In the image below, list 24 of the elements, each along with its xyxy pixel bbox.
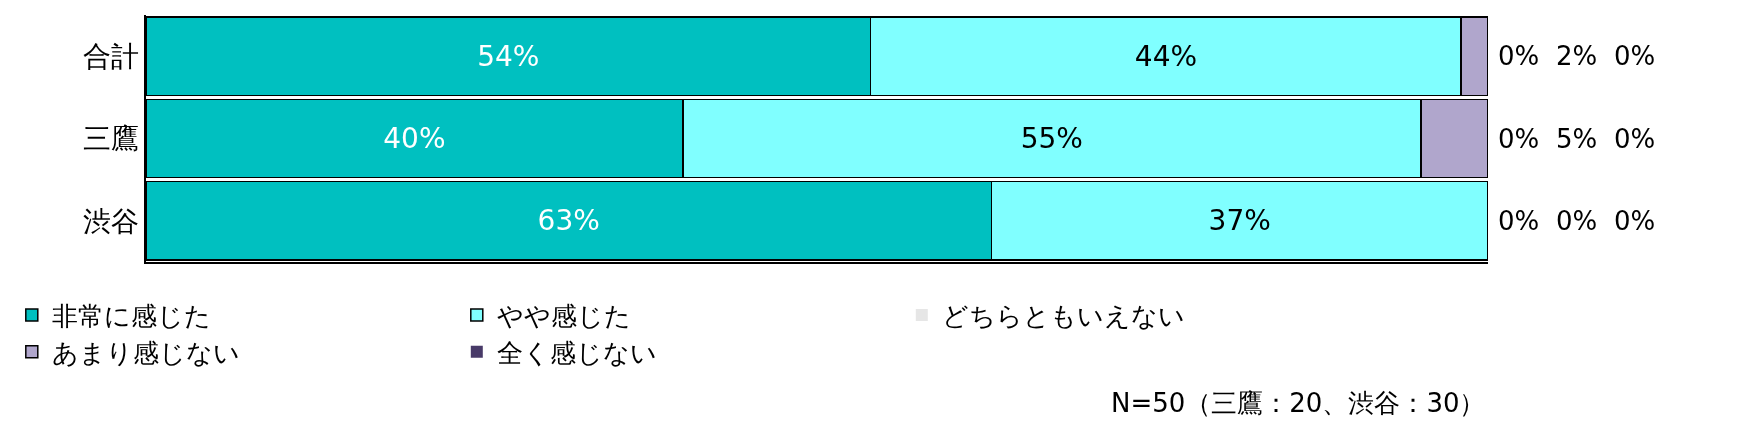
data-label: 54% <box>477 39 540 73</box>
data-label: 0% <box>1614 206 1656 236</box>
data-label: 0% <box>1614 124 1656 154</box>
y-tick-label: 合計 <box>82 39 139 73</box>
legend-label: 全く感じない <box>496 337 657 368</box>
data-label: 0% <box>1498 206 1540 236</box>
legend-label: どちらともいえない <box>941 301 1185 332</box>
data-label: 0% <box>1498 41 1540 71</box>
data-label: 0% <box>1614 41 1656 71</box>
data-label: 63% <box>537 204 600 238</box>
data-label: 55% <box>1020 122 1083 155</box>
legend-label: 非常に感じた <box>51 301 211 332</box>
data-label: 44% <box>1134 39 1198 73</box>
data-label: 0% <box>1498 124 1540 154</box>
y-tick-label: 三鷹 <box>82 122 139 156</box>
data-label: 0% <box>1556 206 1598 236</box>
data-label: 2% <box>1556 41 1598 71</box>
data-label: 40% <box>383 122 446 155</box>
data-label: 37% <box>1208 204 1271 238</box>
legend-label: あまり感じない <box>51 337 240 368</box>
y-tick-label: 渋谷 <box>82 204 139 238</box>
data-label: 5% <box>1556 124 1598 154</box>
text: N=50（三鷹：20、渋谷：30） <box>1111 388 1486 418</box>
legend-label: やや感じた <box>496 301 631 332</box>
